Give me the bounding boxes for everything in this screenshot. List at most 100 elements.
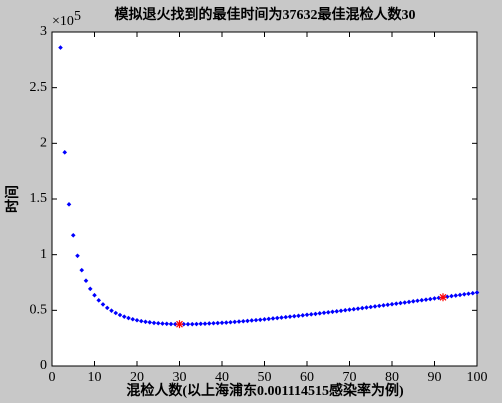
data-point [406,299,412,305]
data-point [130,316,136,322]
data-point [359,305,365,311]
data-point [172,321,178,327]
data-point [198,321,204,327]
data-point [402,300,408,305]
data-point [342,307,348,313]
y-tick-label: 1 [40,247,47,262]
data-point [206,321,212,326]
highlight-point [439,293,447,302]
data-point [245,318,250,324]
data-point [211,320,216,326]
data-point [347,307,352,312]
data-point [147,320,153,325]
data-point [160,321,165,326]
data-point [470,290,476,296]
data-point [419,297,425,303]
plot-area [51,31,478,367]
data-point [75,253,80,259]
data-point [240,318,246,324]
data-point [194,321,199,327]
data-point [83,278,89,284]
x-tick-label: 90 [428,370,442,385]
y-tick-label: 1.5 [30,191,48,206]
y-tick-label: 3 [40,24,47,39]
data-point [338,308,344,314]
y-tick-label: 0 [40,358,47,373]
data-point [304,312,310,318]
y-tick-label: 2.5 [30,80,48,95]
data-point [151,320,157,326]
data-point [228,319,233,325]
data-point [351,306,357,312]
data-point [70,232,76,238]
data-point [181,321,187,327]
data-point [104,305,110,311]
data-point [427,296,433,302]
data-point [372,304,378,309]
data-point [466,291,471,297]
data-point [317,311,323,316]
data-point [410,299,416,304]
data-point [219,320,225,326]
data-point [296,313,301,319]
data-point [215,320,221,326]
data-point [232,319,238,325]
data-point [415,298,420,304]
data-point [257,317,263,323]
y-scale-exponent: 5 [74,9,81,24]
data-point [121,314,127,319]
data-point [398,300,403,306]
data-point [185,321,191,327]
data-point [202,321,208,326]
data-point [389,301,395,307]
y-scale-base: ×10 [52,14,74,29]
data-point [266,316,272,322]
x-tick-label: 0 [49,370,56,385]
highlight-point [175,320,184,329]
data-point [164,321,170,327]
data-point [253,317,259,323]
data-point [457,292,463,298]
data-point [376,303,382,309]
data-point [423,297,429,302]
data-point [155,320,161,326]
data-point [453,293,459,298]
data-point [58,45,63,50]
data-point [274,315,280,321]
data-point [117,312,123,318]
data-point [283,314,289,320]
data-point [291,313,297,319]
y-tick-label: 0.5 [30,303,48,318]
data-point [62,150,68,155]
data-point [334,309,340,314]
data-point [249,318,255,323]
data-point [436,295,442,301]
data-point [126,315,131,321]
data-point [262,317,267,322]
data-point [474,290,480,295]
data-point [270,316,276,321]
data-point [308,312,314,317]
data-point [364,305,369,310]
data-point [96,298,102,303]
data-point [134,317,140,323]
data-point [385,302,391,308]
data-point [330,309,335,315]
x-tick-label: 100 [467,370,488,385]
data-point [92,292,97,298]
data-point [449,293,454,299]
data-point [325,310,331,315]
x-axis-label: 混检人数(以上海浦东0.001114515感染率为例) [126,382,404,399]
data-point [87,286,93,292]
x-tick-label: 10 [88,370,102,385]
data-point [189,321,195,327]
data-point [279,315,284,320]
data-point [313,311,318,317]
x-tick-label: 70 [343,370,357,385]
data-point [321,310,327,316]
data-point [368,304,374,310]
data-point [355,306,361,311]
data-point [109,308,114,313]
